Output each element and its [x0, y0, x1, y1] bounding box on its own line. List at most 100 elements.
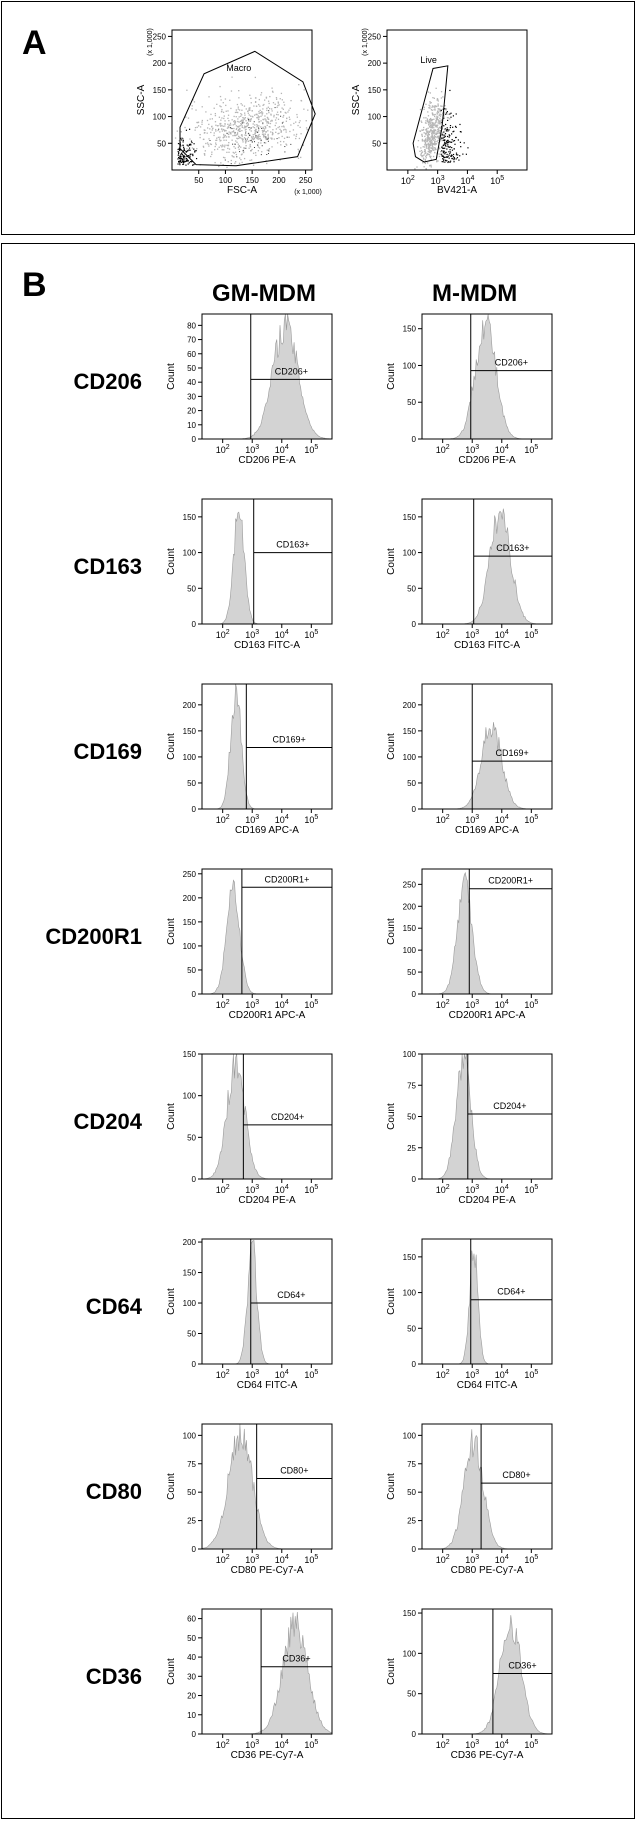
data-point — [254, 137, 255, 138]
data-point — [230, 127, 231, 128]
data-point — [225, 135, 226, 136]
y-tick-label: 50 — [157, 139, 166, 148]
data-point — [241, 162, 242, 163]
data-point — [271, 87, 272, 88]
data-point — [192, 105, 193, 106]
data-point — [436, 134, 437, 135]
data-point — [272, 132, 273, 133]
data-point — [451, 158, 452, 159]
data-point — [259, 147, 260, 148]
x-tick-label: 105 — [304, 629, 318, 640]
x-tick-label: 105 — [304, 1739, 318, 1750]
data-point — [269, 108, 270, 109]
data-point — [289, 119, 290, 120]
data-point — [458, 160, 459, 161]
data-point — [236, 128, 237, 129]
data-point — [445, 133, 446, 134]
data-point — [298, 84, 299, 85]
data-point — [286, 118, 287, 119]
data-point — [215, 115, 216, 116]
data-point — [243, 122, 244, 123]
data-point — [190, 161, 191, 162]
data-point — [462, 154, 463, 155]
x-tick-label: 102 — [436, 1369, 450, 1380]
data-point — [434, 147, 435, 148]
data-point — [428, 148, 429, 149]
histogram-fill — [422, 315, 552, 440]
data-point — [268, 103, 269, 104]
data-point — [225, 130, 226, 131]
data-point — [443, 135, 444, 136]
y-tick-label: 50 — [187, 364, 196, 373]
data-point — [246, 108, 247, 109]
data-point — [425, 163, 426, 164]
data-point — [208, 124, 209, 125]
data-point — [237, 121, 238, 122]
data-point — [197, 127, 198, 128]
data-point — [185, 117, 186, 118]
y-tick-label: 50 — [407, 779, 416, 788]
data-point — [274, 138, 275, 139]
plot-frame — [422, 1239, 552, 1364]
data-point — [181, 139, 182, 140]
data-point — [254, 134, 255, 135]
data-point — [259, 136, 260, 137]
data-point — [293, 123, 294, 124]
data-point — [238, 107, 239, 108]
data-point — [245, 117, 246, 118]
data-point — [237, 132, 238, 133]
data-point — [245, 129, 246, 130]
gate-label: CD206+ — [495, 358, 528, 368]
data-point — [217, 149, 218, 150]
data-point — [428, 124, 429, 125]
x-tick-label: 102 — [436, 629, 450, 640]
data-point — [449, 118, 450, 119]
data-point — [447, 145, 448, 146]
y-tick-label: 100 — [183, 549, 197, 558]
data-point — [258, 130, 259, 131]
plot-frame — [202, 499, 332, 624]
data-point — [179, 163, 180, 164]
x-scale-note: (x 1,000) — [294, 189, 322, 196]
data-point — [460, 142, 461, 143]
data-point — [272, 134, 273, 135]
y-tick-label: 200 — [368, 59, 382, 68]
data-point — [431, 166, 432, 167]
data-point — [244, 158, 245, 159]
data-point — [437, 160, 438, 161]
data-point — [447, 154, 448, 155]
data-point — [204, 153, 205, 154]
data-point — [278, 119, 279, 120]
data-point — [431, 102, 432, 103]
x-tick-label: 102 — [216, 1369, 230, 1380]
data-point — [208, 145, 209, 146]
data-point — [440, 114, 441, 115]
data-point — [242, 141, 243, 142]
data-point — [284, 129, 285, 130]
data-point — [444, 148, 445, 149]
data-point — [242, 138, 243, 139]
x-axis-label: CD80 PE-Cy7-A — [451, 1565, 524, 1576]
data-point — [241, 135, 242, 136]
data-point — [429, 101, 430, 102]
x-tick-label: 103 — [245, 1554, 259, 1565]
histogram-cd200r1-m-mdm: CD200R1+102 103 104 105050100150200250CD200… — [386, 869, 552, 1021]
data-point — [211, 154, 212, 155]
data-point — [443, 125, 444, 126]
data-point — [241, 124, 242, 125]
data-point — [242, 140, 243, 141]
data-point — [224, 145, 225, 146]
data-point — [453, 154, 454, 155]
data-point — [224, 115, 225, 116]
data-point — [276, 97, 277, 98]
data-point — [221, 146, 222, 147]
y-tick-label: 0 — [192, 1175, 197, 1184]
x-tick-label: 104 — [275, 1184, 289, 1195]
data-point — [244, 105, 245, 106]
data-point — [457, 157, 458, 158]
data-point — [223, 126, 224, 127]
y-axis-label: Count — [166, 363, 177, 390]
data-point — [429, 119, 430, 120]
data-point — [178, 152, 179, 153]
y-tick-label: 100 — [183, 753, 197, 762]
